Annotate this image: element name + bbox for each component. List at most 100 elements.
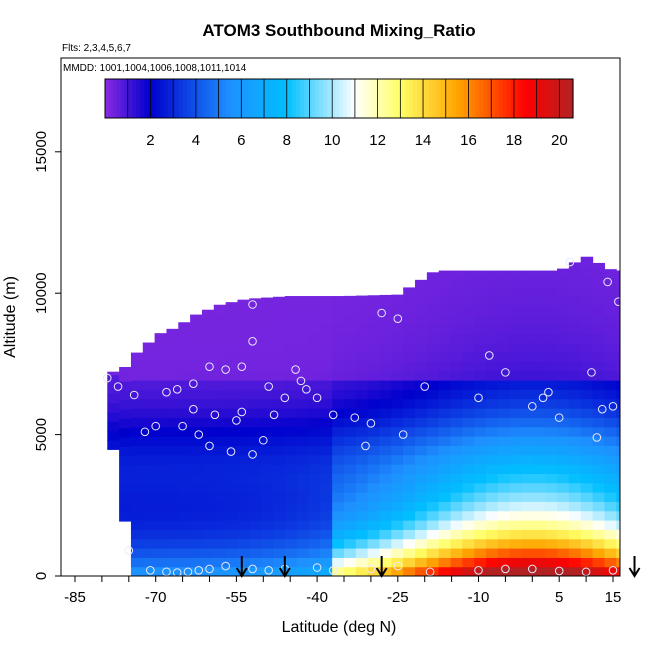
heatmap-cell <box>509 314 523 325</box>
heatmap-cell <box>604 426 617 437</box>
heatmap-cell <box>284 408 298 418</box>
heatmap-cell <box>166 436 179 446</box>
heatmap-cell <box>580 445 594 456</box>
heatmap-cell <box>497 342 511 353</box>
heatmap-cell <box>249 361 262 372</box>
heatmap-cell <box>272 324 286 334</box>
heatmap-cell <box>521 342 534 353</box>
heatmap-cell <box>249 464 262 474</box>
heatmap-cell <box>521 464 534 474</box>
heatmap-cell <box>213 305 227 316</box>
heatmap-cell <box>225 473 239 484</box>
x-tick-label: -55 <box>226 589 248 606</box>
sample-point <box>194 430 204 439</box>
heatmap-cell <box>640 333 650 343</box>
heatmap-cell <box>178 482 191 493</box>
heatmap-cell <box>533 548 546 558</box>
heatmap-cell <box>557 482 570 493</box>
heatmap-cell <box>426 314 440 325</box>
heatmap-cell <box>592 268 605 278</box>
heatmap-cell <box>533 501 546 512</box>
heatmap-cell <box>320 538 333 549</box>
heatmap-cell <box>450 464 463 474</box>
heatmap-cell <box>272 370 286 381</box>
heatmap-cell <box>379 492 392 502</box>
colorbar-segment <box>303 79 309 118</box>
heatmap-cell <box>355 361 369 372</box>
heatmap-cell <box>237 538 250 549</box>
heatmap-cell <box>166 426 179 437</box>
heatmap-cell <box>568 417 582 428</box>
heatmap-cell <box>320 482 333 493</box>
heatmap-cell <box>308 557 321 568</box>
colorbar-tick-label: 2 <box>146 132 154 149</box>
heatmap-cell <box>201 548 215 558</box>
heatmap-cell <box>474 314 487 325</box>
heatmap-cell <box>308 305 321 316</box>
heatmap-cell <box>166 520 179 530</box>
sample-point <box>140 427 150 437</box>
heatmap-cell <box>403 314 416 325</box>
heatmap-cell <box>450 548 463 558</box>
heatmap-cell <box>344 314 357 325</box>
heatmap-cell <box>249 557 262 568</box>
heatmap-cell <box>403 557 416 568</box>
heatmap-cell <box>580 268 594 278</box>
heatmap-cell <box>119 455 132 466</box>
heatmap-cell <box>249 492 262 502</box>
heatmap-cell <box>355 314 369 325</box>
heatmap-cell <box>557 445 570 456</box>
heatmap-cell <box>533 538 546 549</box>
colorbar-segment <box>405 79 410 118</box>
sample-point <box>232 416 241 425</box>
heatmap-cell <box>462 286 475 297</box>
heatmap-cell <box>474 361 487 372</box>
heatmap-cell <box>592 426 605 437</box>
heatmap-cell <box>296 398 310 409</box>
colorbar-segment <box>350 79 356 118</box>
heatmap-cell <box>166 361 179 372</box>
heatmap-cell <box>249 305 262 316</box>
heatmap-cell <box>604 510 617 521</box>
sample-point <box>474 393 483 403</box>
heatmap-cell <box>249 389 262 400</box>
heatmap-cell <box>438 380 452 390</box>
heatmap-cell <box>628 473 640 483</box>
heatmap-cell <box>296 342 310 353</box>
heatmap-cell <box>426 408 440 418</box>
heatmap-cell <box>628 492 640 502</box>
heatmap-cell <box>616 324 620 334</box>
heatmap-cell <box>580 398 594 409</box>
heatmap-cell <box>509 482 523 493</box>
heatmap-cell <box>521 324 534 334</box>
heatmap-cell <box>249 482 262 493</box>
heatmap-cell <box>474 492 487 502</box>
heatmap-cell <box>119 465 132 475</box>
heatmap-cell <box>462 314 475 325</box>
heatmap-cell <box>521 361 534 372</box>
colorbar: 2 4 6 8 10 12 14 16 18 20 <box>104 78 574 149</box>
heatmap-cell <box>237 361 250 372</box>
heatmap-cell <box>284 426 298 437</box>
heatmap-cell <box>403 389 416 400</box>
heatmap-cell <box>426 557 440 568</box>
heatmap-cell <box>521 454 534 465</box>
colorbar-segment <box>245 79 250 118</box>
heatmap-cell <box>284 454 298 465</box>
heatmap-cell <box>450 286 463 297</box>
heatmap-cell <box>344 445 357 456</box>
heatmap-cell <box>497 286 511 297</box>
heatmap-cell <box>592 548 605 558</box>
heatmap-cell <box>426 473 440 484</box>
heatmap-cell <box>225 548 239 558</box>
heatmap-cell <box>237 557 250 568</box>
heatmap-cell <box>557 314 570 325</box>
heatmap-cell <box>119 418 132 429</box>
heatmap-cell <box>367 380 381 390</box>
heatmap-cell <box>237 299 250 306</box>
heatmap-cell <box>178 473 191 484</box>
sample-point <box>210 410 220 420</box>
heatmap-cell <box>272 408 286 418</box>
heatmap-cell <box>628 287 640 297</box>
heatmap-cell <box>308 296 321 306</box>
